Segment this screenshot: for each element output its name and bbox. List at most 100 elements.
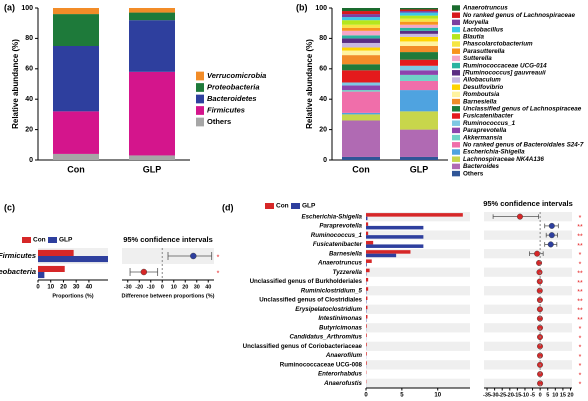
significance: ** (577, 243, 583, 250)
x-axis-title: Difference between proportions (%) (122, 293, 215, 299)
bar-segment (342, 64, 380, 71)
proportion-bar (366, 296, 368, 300)
bar-segment (342, 24, 380, 28)
feature-label: Fusicatenibacter (313, 241, 363, 248)
panel-label: (c) (4, 202, 15, 212)
difference-point (516, 213, 523, 220)
legend-swatch (452, 84, 460, 90)
x-tick-label: 0 (161, 284, 164, 290)
feature-label: Unclassified genus of Clostridiales (259, 297, 362, 304)
bar-segment (400, 52, 438, 60)
x-tick-label: 40 (205, 284, 211, 290)
x-tick-label: -20 (135, 284, 143, 290)
legend-label: Con (33, 237, 46, 244)
legend-label: Firmicutes (207, 105, 245, 114)
x-tick-label: -10 (147, 284, 155, 290)
bar-segment (53, 153, 99, 160)
feature-label: Tyzzerella (333, 269, 363, 276)
feature-label: Enterorhabdus (318, 371, 363, 378)
bar-segment (400, 74, 438, 81)
bar-segment (400, 11, 438, 13)
bar-segment (400, 156, 438, 160)
legend-swatch (452, 163, 460, 170)
proportion-bar (366, 305, 368, 310)
legend-swatch (196, 71, 204, 81)
x-tick-label: Con (352, 164, 370, 174)
legend-swatch (452, 19, 460, 26)
row-band (484, 230, 572, 240)
ci-title: 95% confidence intervals (483, 199, 573, 208)
x-tick-label: 30 (73, 285, 80, 291)
legend-label: Con (276, 203, 289, 210)
legend-label: Moryella (463, 19, 489, 26)
legend-label: Unclassified genus of Lachnospiraceae (463, 105, 582, 112)
row-band (366, 360, 470, 370)
y-tick-label: 20 (25, 126, 33, 133)
x-tick-label: GLP (143, 164, 162, 174)
bar-segment (400, 33, 438, 37)
legend-swatch (452, 26, 460, 33)
bar-segment (129, 71, 175, 156)
x-tick-label: 10 (47, 285, 54, 291)
significance: * (579, 326, 582, 333)
legend-label: Fusicatenibacter (463, 113, 514, 120)
legend-label: Anaerotruncus (462, 5, 508, 12)
y-axis-title: Relative abundance (%) (305, 39, 314, 129)
x-tick-label: GLP (410, 164, 429, 174)
legend-swatch (452, 156, 460, 162)
legend-label: Others (207, 117, 231, 126)
legend-swatch (452, 113, 460, 119)
proportion-bar (366, 231, 369, 236)
significance: ** (577, 308, 583, 315)
difference-point (140, 268, 148, 276)
bar-segment (342, 91, 380, 113)
y-tick-label: 40 (319, 96, 327, 103)
row-band (484, 360, 572, 370)
legend-swatch (452, 106, 460, 112)
feature-label: Butyricimonas (319, 324, 363, 331)
legend-swatch (196, 117, 204, 127)
proportion-bar (366, 324, 367, 328)
difference-point (190, 252, 197, 260)
x-tick-label: 20 (60, 285, 67, 291)
y-tick-label: 100 (315, 5, 327, 12)
feature-label: Erysipelatoclostridium (295, 306, 362, 313)
legend-label: Lachnospiraceae NK4A136 (463, 156, 544, 163)
significance: * (217, 254, 220, 261)
legend-swatch (452, 142, 460, 148)
feature-label: Unclassified genus of Burkholderiales (250, 278, 363, 285)
bar-segment (342, 14, 380, 18)
bar-segment (400, 41, 438, 46)
bar-segment (400, 129, 438, 157)
x-tick-label: -20 (506, 392, 514, 398)
bar-segment (342, 50, 380, 56)
row-band (366, 286, 470, 296)
x-tick-label: 5 (400, 393, 404, 399)
feature-label: Ruminococcaceae UCG-008 (280, 361, 363, 368)
row-band (366, 304, 470, 314)
bar-segment (400, 36, 438, 42)
bar-segment (342, 30, 380, 36)
bar-segment (53, 8, 99, 15)
row-band (484, 378, 572, 388)
x-tick-label: 0 (36, 285, 40, 291)
row-band (366, 378, 470, 388)
legend-label: Romboutsia (463, 91, 500, 98)
bar-segment (342, 120, 380, 157)
y-axis-title: Relative abundance (%) (11, 39, 20, 129)
x-tick-label: 40 (86, 285, 93, 291)
x-tick-label: 0 (364, 393, 368, 399)
proportion-bar (38, 249, 74, 256)
y-tick-label: 100 (21, 5, 33, 12)
legend-swatch (452, 149, 460, 155)
legend-swatch (452, 127, 460, 134)
legend-swatch (196, 83, 204, 92)
y-tick-label: 0 (323, 157, 327, 164)
significance: ** (577, 289, 583, 296)
bar-segment (400, 65, 438, 71)
legend-swatch (452, 5, 460, 11)
bar-segment (400, 27, 438, 31)
proportion-bar (366, 287, 369, 291)
bar-segment (342, 17, 380, 21)
